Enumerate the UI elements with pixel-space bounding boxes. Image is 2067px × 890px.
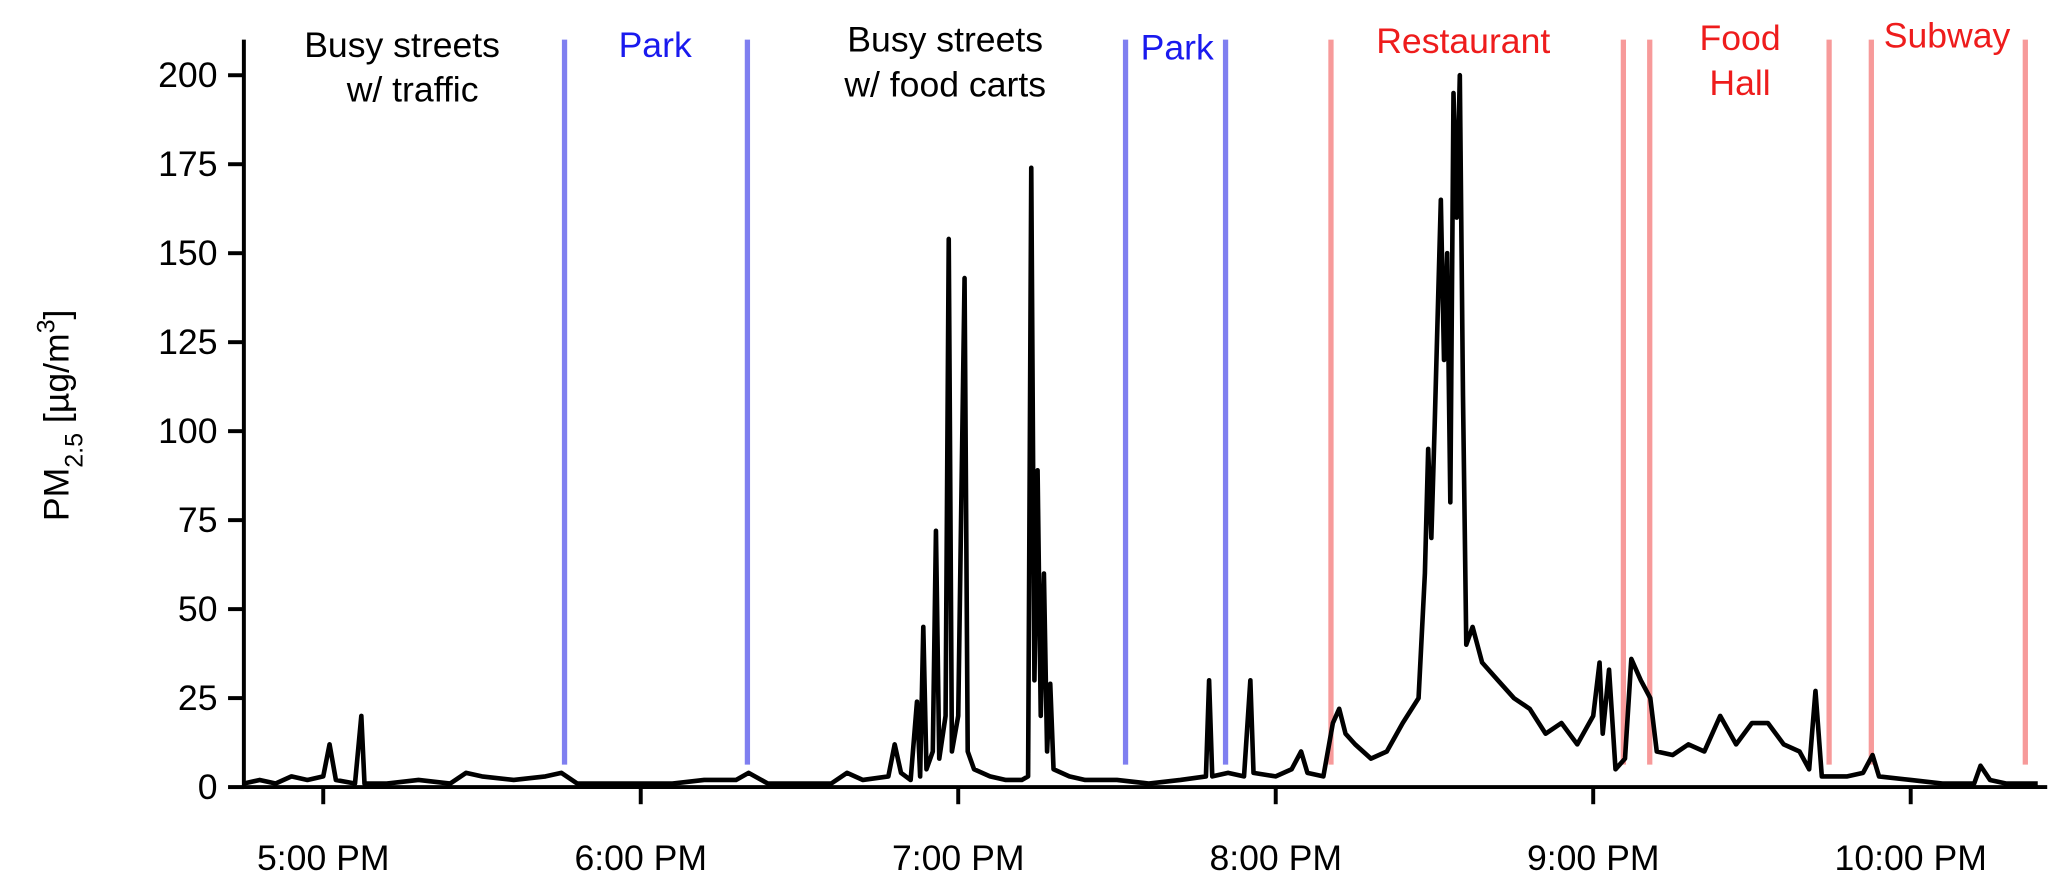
annotation: w/ traffic: [346, 70, 479, 110]
annotation: Restaurant: [1376, 21, 1550, 61]
annotation: Food: [1700, 18, 1781, 58]
annotation: Park: [1141, 27, 1214, 67]
y-label-mid: [µg/m: [37, 333, 77, 433]
annotation: Busy streets: [304, 25, 500, 65]
y-tick-label: 125: [158, 322, 217, 362]
y-axis-label: PM2.5 [µg/m3]: [33, 310, 89, 522]
y-label-sup: 3: [33, 319, 61, 333]
y-tick-label: 175: [158, 144, 217, 184]
y-tick-label: 200: [158, 55, 217, 95]
x-tick-label: 6:00 PM: [574, 838, 707, 878]
y-label-sub: 2.5: [61, 433, 89, 468]
annotation: Park: [619, 25, 692, 65]
y-tick-label: 75: [178, 500, 218, 540]
y-tick-label: 100: [158, 411, 217, 451]
x-tick-label: 7:00 PM: [892, 838, 1025, 878]
x-tick-label: 8:00 PM: [1209, 838, 1342, 878]
annotation: Busy streets: [847, 20, 1043, 60]
annotation: Hall: [1709, 63, 1770, 103]
y-tick-label: 50: [178, 589, 218, 629]
y-label-end: ]: [37, 310, 77, 320]
y-tick-label: 0: [198, 767, 218, 807]
x-tick-label: 5:00 PM: [257, 838, 389, 878]
y-tick-label: 25: [178, 678, 218, 718]
x-tick-label: 10:00 PM: [1835, 838, 1987, 878]
x-tick-label: 9:00 PM: [1527, 838, 1660, 878]
annotation: w/ food carts: [843, 64, 1046, 104]
y-tick-label: 150: [158, 233, 217, 273]
annotation: Subway: [1884, 16, 2011, 56]
data-line: [243, 72, 2038, 786]
y-label-main: PM: [37, 468, 77, 521]
